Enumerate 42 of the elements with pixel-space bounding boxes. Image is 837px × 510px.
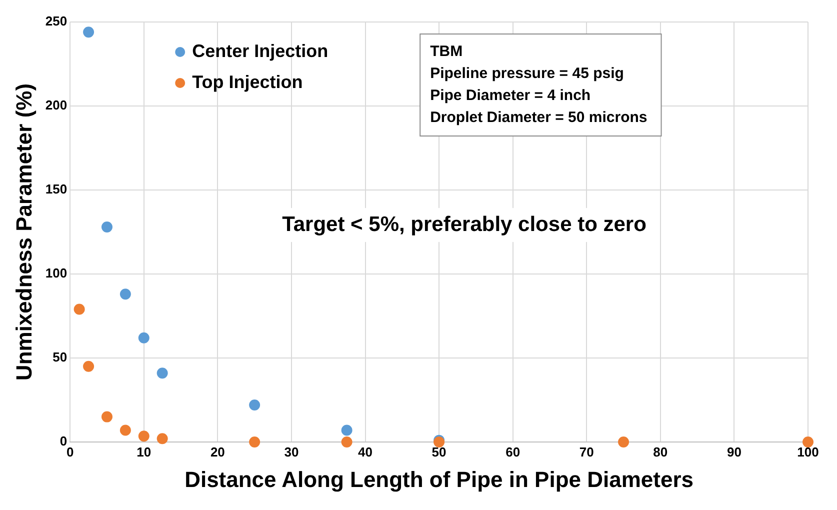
point — [618, 436, 630, 448]
x-tick-label: 40 — [358, 444, 372, 460]
annotation: Target < 5%, preferably close to zero — [282, 212, 646, 236]
x-tick-label: 70 — [579, 444, 594, 460]
point — [341, 436, 352, 448]
x-tick-label: 50 — [432, 444, 446, 460]
x-tick-label: 10 — [136, 444, 152, 460]
point — [138, 430, 150, 442]
point — [101, 221, 112, 232]
annotation: Pipeline pressure = 45 psig — [430, 65, 624, 82]
annotation: Droplet Diameter = 50 microns — [430, 109, 648, 126]
legend-label: Center Injection — [192, 40, 328, 61]
y-tick-label: 250 — [45, 14, 68, 29]
y-tick-label: 200 — [45, 98, 68, 113]
point — [249, 400, 260, 411]
point — [138, 332, 150, 344]
y-axis-title: Unmixedness Parameter (%) — [11, 83, 36, 381]
point — [120, 288, 131, 300]
point — [120, 424, 131, 436]
point — [156, 368, 168, 379]
point — [249, 436, 260, 448]
x-tick-label: 80 — [653, 444, 668, 460]
point — [802, 436, 814, 448]
x-tick-label: 90 — [726, 444, 742, 460]
y-tick-label: 150 — [45, 182, 68, 197]
legend-label: Top Injection — [192, 72, 303, 92]
x-tick-label: 30 — [284, 444, 299, 460]
x-tick-label: 20 — [210, 444, 225, 460]
point — [83, 360, 94, 372]
point — [74, 304, 85, 315]
annotation: Pipe Diameter = 4 inch — [430, 87, 591, 104]
point — [156, 433, 168, 444]
x-tick-label: 100 — [797, 444, 819, 460]
y-tick-label: 0 — [60, 434, 68, 449]
point — [341, 424, 352, 436]
point — [101, 411, 112, 422]
annotation: TBM — [430, 43, 463, 60]
point — [83, 26, 94, 38]
y-tick-label: 100 — [45, 266, 68, 281]
x-axis-title: Distance Along Length of Pipe in Pipe Diameters — [184, 466, 694, 492]
x-tick-label: 60 — [506, 444, 520, 460]
y-tick-label: 50 — [52, 350, 68, 365]
